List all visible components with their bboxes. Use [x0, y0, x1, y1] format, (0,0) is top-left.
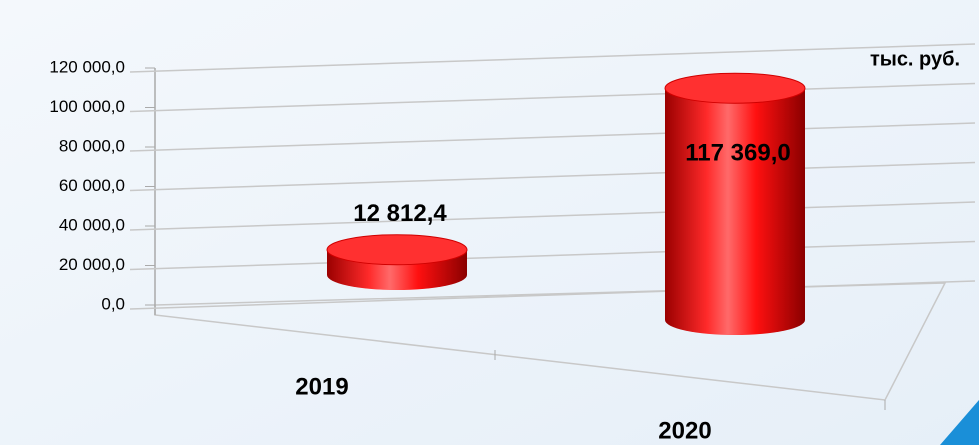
y-tick-label: 0,0 — [101, 294, 125, 313]
cylinder-top — [326, 234, 468, 266]
value-label: 12 812,4 — [353, 200, 447, 227]
corner-decoration — [940, 400, 979, 445]
grid-line — [129, 201, 976, 231]
y-tick-label: 120 000,0 — [49, 57, 125, 76]
grid-line — [129, 161, 976, 192]
x-tick-label: 2019 — [295, 373, 348, 400]
y-tick-label: 80 000,0 — [59, 136, 125, 155]
grid-line — [129, 43, 976, 73]
y-tick-label: 20 000,0 — [59, 255, 125, 274]
unit-label: тыс. руб. — [870, 48, 960, 70]
y-tick-label: 40 000,0 — [59, 215, 125, 234]
y-tick-label: 60 000,0 — [59, 176, 125, 195]
value-label: 117 369,0 — [685, 139, 790, 166]
cylinder-top — [664, 72, 806, 104]
y-tick-label: 100 000,0 — [49, 97, 125, 116]
x-tick-label: 2020 — [658, 417, 711, 444]
cylinder-body — [665, 88, 805, 335]
grid-line — [129, 82, 976, 113]
grid-line — [129, 240, 976, 271]
grid-line — [129, 122, 976, 152]
grid-line — [129, 280, 976, 310]
